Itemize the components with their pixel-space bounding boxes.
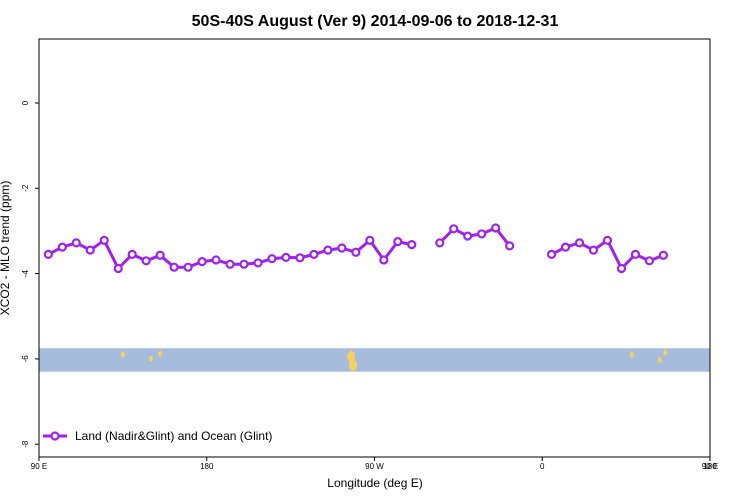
data-point: [253, 258, 263, 268]
land-patch: [657, 356, 662, 363]
data-point: [169, 262, 179, 272]
land-patch: [158, 350, 163, 357]
data-point: [295, 253, 305, 263]
data-point: [644, 256, 655, 266]
legend: Land (Nadir&Glint) and Ocean (Glint): [43, 429, 272, 443]
data-point: [560, 242, 571, 252]
land-patch: [629, 351, 634, 358]
data-point: [505, 241, 515, 251]
data-point: [71, 238, 81, 248]
data-point: [602, 235, 613, 245]
data-point: [141, 256, 151, 266]
data-point: [365, 235, 375, 245]
map-strip: [39, 348, 710, 372]
x-tick-label: 0: [540, 462, 545, 471]
land-patch: [148, 355, 153, 362]
data-point: [211, 255, 221, 265]
land-patch: [120, 351, 125, 358]
x-tick-label: 180: [200, 462, 214, 471]
data-point: [127, 249, 137, 259]
land-patch: [663, 349, 668, 356]
y-tick-label: 0: [21, 100, 30, 105]
data-point: [658, 250, 669, 260]
x-axis-label: Longitude (deg E): [327, 476, 422, 490]
data-point: [239, 259, 249, 269]
data-point: [183, 262, 193, 272]
x-tick-label: 180: [703, 462, 717, 471]
data-point: [491, 223, 501, 233]
data-point: [43, 249, 53, 259]
data-point: [616, 263, 627, 274]
y-axis-label: XCO2 - MLO trend (ppm): [0, 181, 12, 316]
legend-label: Land (Nadir&Glint) and Ocean (Glint): [75, 429, 272, 443]
data-point: [379, 255, 389, 265]
data-point: [477, 229, 487, 239]
data-point: [155, 250, 165, 260]
data-point: [85, 245, 95, 255]
x-tick-label: 90 E: [702, 462, 718, 471]
data-point: [99, 235, 109, 245]
series-layer: [43, 223, 669, 274]
data-point: [351, 247, 361, 257]
y-axis: 0 -2 -4 -6 -8: [21, 100, 39, 448]
data-point: [323, 245, 333, 255]
y-tick-label: -2: [21, 184, 30, 192]
data-point: [267, 254, 277, 264]
data-point: [393, 237, 403, 247]
data-point: [225, 259, 235, 269]
legend-marker-sample: [50, 431, 60, 441]
y-tick-label: -4: [21, 269, 30, 277]
y-tick-label: -6: [21, 355, 30, 363]
data-point: [574, 238, 585, 248]
data-point: [435, 238, 445, 248]
x-tick-label: 90 W: [365, 462, 384, 471]
data-point: [407, 239, 417, 250]
data-point: [546, 249, 557, 259]
data-point: [449, 224, 459, 234]
data-point: [337, 243, 347, 253]
chart-title: 50S-40S August (Ver 9) 2014-09-06 to 201…: [192, 13, 559, 30]
data-point: [309, 249, 319, 259]
data-point: [113, 263, 123, 274]
data-point: [57, 242, 67, 252]
data-point: [197, 257, 207, 267]
x-tick-label: 90 E: [31, 462, 47, 471]
y-tick-label: -8: [21, 440, 30, 448]
data-point: [281, 252, 291, 262]
ocean-band: [39, 348, 710, 372]
data-point: [630, 249, 641, 259]
data-point: [463, 231, 473, 241]
land-patch: [349, 359, 358, 372]
data-point: [588, 245, 599, 255]
